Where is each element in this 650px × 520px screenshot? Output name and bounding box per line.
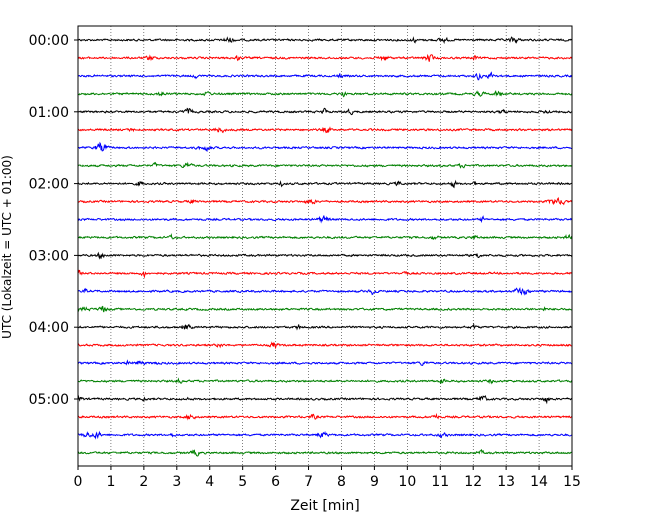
- y-tick-label: 03:00: [29, 248, 69, 264]
- x-tick-label: 14: [530, 474, 548, 490]
- seismogram-trace: [77, 359, 573, 366]
- x-tick-label: 9: [370, 474, 379, 490]
- plot-frame: [77, 25, 573, 467]
- seismogram-trace: [77, 161, 573, 169]
- x-tick-label: 15: [563, 474, 581, 490]
- y-tick-label: 00:00: [29, 33, 69, 49]
- seismogram-trace: [77, 394, 573, 405]
- y-tick-label: 05:00: [29, 392, 69, 408]
- seismogram-trace: [77, 232, 573, 240]
- y-axis-label: UTC (Lokalzeit = UTC + 01:00): [0, 155, 14, 339]
- grid-lines: [110, 26, 540, 466]
- seismogram-trace: [77, 126, 573, 134]
- x-tick-label: 7: [304, 474, 313, 490]
- x-tick-label: 13: [497, 474, 515, 490]
- x-tick-label: 5: [238, 474, 247, 490]
- seismogram-trace: [77, 269, 573, 279]
- seismogram-trace: [77, 179, 573, 189]
- seismogram-trace: [77, 448, 573, 457]
- seismogram-trace: [77, 90, 573, 98]
- y-axis-ticks: 00:00 01:00 02:00 03:00 04:00 05:00: [29, 33, 78, 408]
- x-tick-label: 12: [464, 474, 482, 490]
- seismogram-trace: [77, 107, 573, 116]
- seismogram-trace: [77, 305, 573, 313]
- seismogram-trace: [77, 377, 573, 385]
- seismogram-trace: [77, 287, 573, 296]
- y-tick-label: 01:00: [29, 105, 69, 121]
- seismogram-trace: [77, 251, 573, 260]
- x-tick-label: 3: [172, 474, 181, 490]
- x-tick-label: 8: [337, 474, 346, 490]
- seismogram-traces: [77, 36, 573, 457]
- seismogram-trace: [77, 341, 573, 350]
- x-tick-label: 0: [74, 474, 83, 490]
- x-axis-ticks: 0 1 2 3 4 5 6 7 8 9 10 11 12 13 14 15: [74, 466, 581, 490]
- x-tick-label: 10: [398, 474, 416, 490]
- x-tick-label: 6: [271, 474, 280, 490]
- x-tick-label: 4: [205, 474, 214, 490]
- seismogram-trace: [77, 71, 573, 81]
- seismogram-trace: [77, 430, 573, 440]
- seismogram-trace: [77, 53, 573, 62]
- x-tick-label: 11: [431, 474, 449, 490]
- y-tick-label: 04:00: [29, 320, 69, 336]
- seismogram-trace: [77, 36, 573, 45]
- x-tick-label: 1: [106, 474, 115, 490]
- y-tick-label: 02:00: [29, 177, 69, 193]
- seismogram-trace: [77, 215, 573, 224]
- seismogram-trace: [77, 412, 573, 421]
- x-tick-label: 2: [139, 474, 148, 490]
- x-axis-label: Zeit [min]: [290, 498, 359, 514]
- seismogram-trace: [77, 197, 573, 206]
- seismogram-trace: [77, 322, 573, 331]
- seismogram-trace: [77, 141, 573, 153]
